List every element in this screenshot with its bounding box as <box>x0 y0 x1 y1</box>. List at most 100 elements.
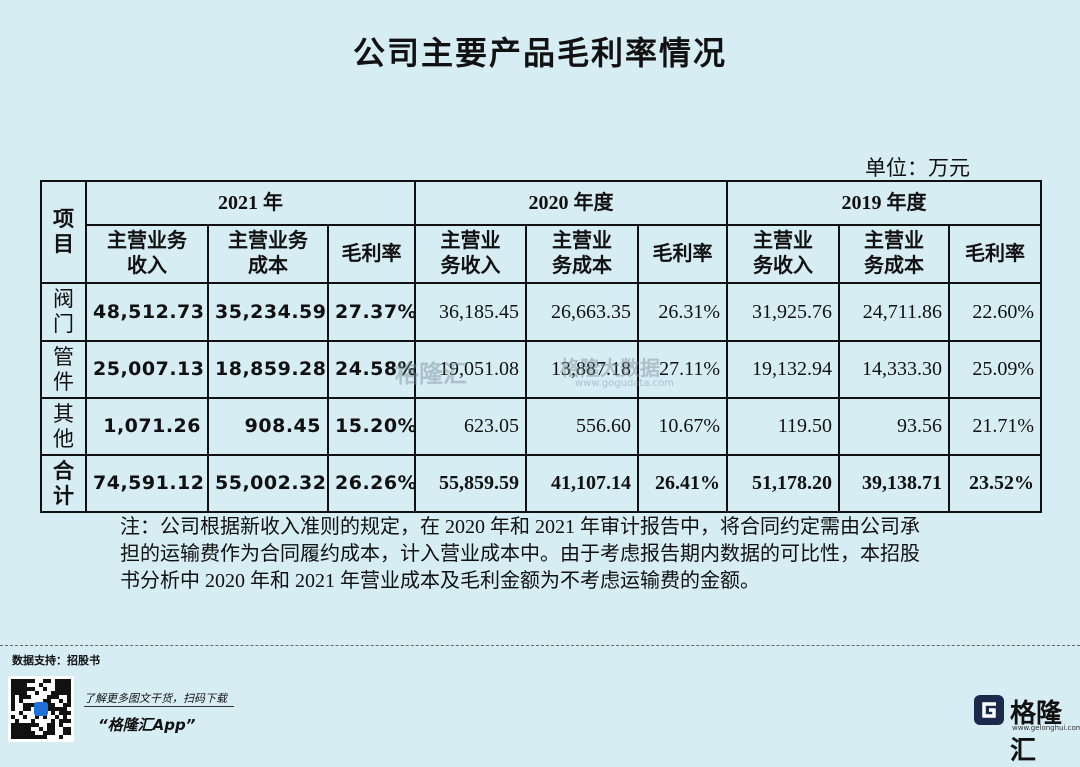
qr-module <box>67 687 71 691</box>
qr-module <box>47 723 51 727</box>
qr-module <box>51 731 55 735</box>
qr-module <box>67 695 71 699</box>
qr-module <box>23 731 27 735</box>
cell: 74,591.12 <box>85 454 209 513</box>
qr-module <box>11 707 15 711</box>
qr-module <box>43 687 47 691</box>
row-label: 其他 <box>40 397 87 456</box>
corner: 项目 <box>40 180 87 284</box>
qr-module <box>31 735 35 739</box>
qr-module <box>23 723 27 727</box>
qr-module <box>67 699 71 703</box>
qr-module <box>43 699 47 703</box>
cell: 18,859.28 <box>207 340 329 399</box>
cell: 13,887.18 <box>525 340 640 399</box>
subheader: 毛利率 <box>948 224 1043 284</box>
title: 公司主要产品毛利率情况 <box>352 34 727 72</box>
qr-module <box>23 735 27 739</box>
qr-module <box>63 719 67 723</box>
qr-module <box>11 687 15 691</box>
cell: 31,925.76 <box>726 282 841 342</box>
qr-module <box>23 707 27 711</box>
qr-module <box>11 703 15 707</box>
cell: 22.60% <box>948 282 1043 342</box>
cell: 25.09% <box>948 340 1043 399</box>
qr-module <box>31 731 35 735</box>
cell: 19,132.94 <box>726 340 841 399</box>
qr-module <box>59 687 63 691</box>
year-header: 2020 年度 <box>414 180 729 226</box>
qr-module <box>27 679 31 683</box>
qr-module <box>11 723 15 727</box>
qr-module <box>43 735 47 739</box>
qr-module <box>43 679 47 683</box>
qr-module <box>67 679 71 683</box>
qr-module <box>15 727 19 731</box>
promo-line <box>84 706 234 707</box>
table: 项目 2021 年 2020 年度 2019 年度 主营业务 收入 主营业务 成本 毛利率主… <box>40 180 1043 513</box>
qr-module <box>11 731 15 735</box>
note-line: 担的运输费作为合同履约成本，计入营业成本中。由于考虑报告期内数据的可比性，本招股 <box>120 543 920 565</box>
cell: 35,234.59 <box>207 282 329 342</box>
logo-icon <box>974 695 1004 725</box>
qr-module <box>27 707 31 711</box>
cell: 19,051.08 <box>414 340 528 399</box>
year-header: 2019 年度 <box>726 180 1043 226</box>
qr-module <box>51 691 55 695</box>
note: 注：公司根据新收入准则的规定，在 2020 年和 2021 年审计报告中，将合同… <box>120 514 920 595</box>
cell: 26.41% <box>637 454 729 513</box>
qr-module <box>59 719 63 723</box>
qr-module <box>47 707 51 711</box>
qr-module <box>47 695 51 699</box>
cell: 39,138.71 <box>838 454 951 513</box>
qr-module <box>51 703 55 707</box>
cell: 55,002.32 <box>207 454 329 513</box>
qr-module <box>11 695 15 699</box>
qr-module <box>15 691 19 695</box>
qr-module <box>19 687 23 691</box>
cell: 556.60 <box>525 397 640 456</box>
qr-module <box>51 707 55 711</box>
qr-module <box>23 727 27 731</box>
qr-module <box>67 691 71 695</box>
data-row: 阀门 48,512.73 35,234.59 27.37% 36,185.45 26,66… <box>40 282 1043 342</box>
qr-module <box>63 691 67 695</box>
qr-code <box>8 676 74 742</box>
cell: 1,071.26 <box>85 397 209 456</box>
qr-module <box>11 727 15 731</box>
cell: 24.58% <box>326 340 417 399</box>
qr-module <box>19 711 23 715</box>
qr-module <box>15 735 19 739</box>
qr-module <box>15 719 19 723</box>
watermark-url: www.gogudata.com <box>575 378 675 389</box>
qr-module <box>11 699 15 703</box>
qr-module <box>27 703 31 707</box>
qr-module <box>59 683 63 687</box>
qr-module <box>27 727 31 731</box>
qr-module <box>31 703 35 707</box>
qr-module <box>63 703 67 707</box>
qr-module <box>63 687 67 691</box>
qr-module <box>39 727 43 731</box>
subheader: 主营业务 成本 <box>207 224 329 284</box>
qr-module <box>19 695 23 699</box>
logo-url: www.gelonghui.com <box>1012 724 1080 732</box>
qr-module <box>63 683 67 687</box>
data-row: 管件 25,007.13 18,859.28 24.58% 19,051.08 13,88… <box>40 340 1043 399</box>
qr-module <box>67 683 71 687</box>
qr-module <box>27 695 31 699</box>
note-line: 书分析中 2020 年和 2021 年营业成本及毛利金额为不考虑运输费的金额。 <box>120 570 760 592</box>
qr-module <box>23 679 27 683</box>
subheader-row: 主营业务 收入 主营业务 成本 毛利率 主营业 务收入 主营业 务成本 毛利率 主营业 务收… <box>41 224 1043 284</box>
qr-module <box>19 699 23 703</box>
cell: 24,711.86 <box>838 282 951 342</box>
qr-module <box>23 703 27 707</box>
qr-module <box>27 687 31 691</box>
cell: 93.56 <box>838 397 951 456</box>
app-name: “格隆汇App” <box>98 716 196 734</box>
cell: 26.31% <box>637 282 729 342</box>
qr-module <box>23 683 27 687</box>
unit: 单位：万元 <box>865 156 970 180</box>
qr-module <box>39 735 43 739</box>
qr-module <box>35 735 39 739</box>
